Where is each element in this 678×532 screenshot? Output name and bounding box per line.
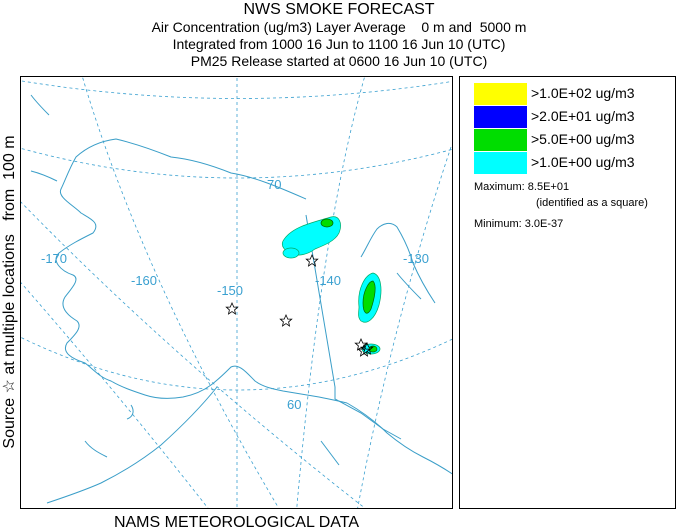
legend-item: >1.0E+00 ug/m3 (474, 152, 669, 174)
lon-label-140: -140 (315, 273, 341, 288)
coastline (30, 94, 452, 504)
minimum-label: Minimum: 3.0E-37 (474, 218, 564, 230)
legend-panel: >1.0E+02 ug/m3 >2.0E+01 ug/m3 >5.0E+00 u… (459, 76, 676, 509)
border-line (305, 214, 402, 440)
chart-title: NWS SMOKE FORECAST (243, 1, 435, 18)
maximum-label: Maximum: 8.5E+01 (474, 181, 570, 193)
meteorological-data-label: NAMS METEOROLOGICAL DATA (113, 514, 360, 531)
legend-item: >2.0E+01 ug/m3 (474, 106, 669, 128)
maximum-note: (identified as a square) (536, 197, 648, 209)
lon-label-170: -170 (41, 251, 67, 266)
legend-label: >1.0E+02 ug/m3 (531, 85, 635, 101)
source-markers (225, 254, 374, 357)
lon-label-150: -150 (217, 283, 243, 298)
legend-item: >5.0E+00 ug/m3 (474, 129, 669, 151)
lon-label-130: -130 (403, 251, 429, 266)
title-block: NWS SMOKE FORECAST Air Concentration (ug… (0, 0, 678, 70)
lat-label-60: 60 (287, 397, 301, 412)
legend-label: >1.0E+00 ug/m3 (531, 154, 635, 170)
legend-label: >2.0E+01 ug/m3 (531, 108, 635, 124)
lat-label-70: 70 (267, 177, 281, 192)
subtitle-release: PM25 Release started at 0600 16 Jun 10 (… (190, 53, 488, 69)
legend-label: >5.0E+00 ug/m3 (531, 131, 635, 147)
subtitle-integration: Integrated from 1000 16 Jun to 1100 16 J… (172, 36, 506, 52)
legend-item: >1.0E+02 ug/m3 (474, 83, 669, 105)
source-star-icon (225, 302, 239, 315)
legend-swatch (474, 106, 527, 128)
source-side-label-text: Source ☆ at multiple locations from 100 … (1, 135, 18, 449)
source-star-icon (305, 254, 319, 267)
alaska-map: -170 -160 -150 -140 -130 70 60 (21, 77, 452, 508)
map-panel: -170 -160 -150 -140 -130 70 60 (20, 76, 453, 509)
smoke-plumes (281, 216, 382, 355)
source-star-icon (357, 344, 371, 357)
legend-swatch (474, 83, 527, 105)
subtitle-layer: Air Concentration (ug/m3) Layer Average … (151, 19, 527, 35)
source-star-icon (354, 338, 368, 351)
source-star-icon (279, 314, 293, 327)
legend-swatch (474, 129, 527, 151)
legend-swatch (474, 152, 527, 174)
lon-label-160: -160 (131, 273, 157, 288)
graticule (21, 77, 452, 508)
